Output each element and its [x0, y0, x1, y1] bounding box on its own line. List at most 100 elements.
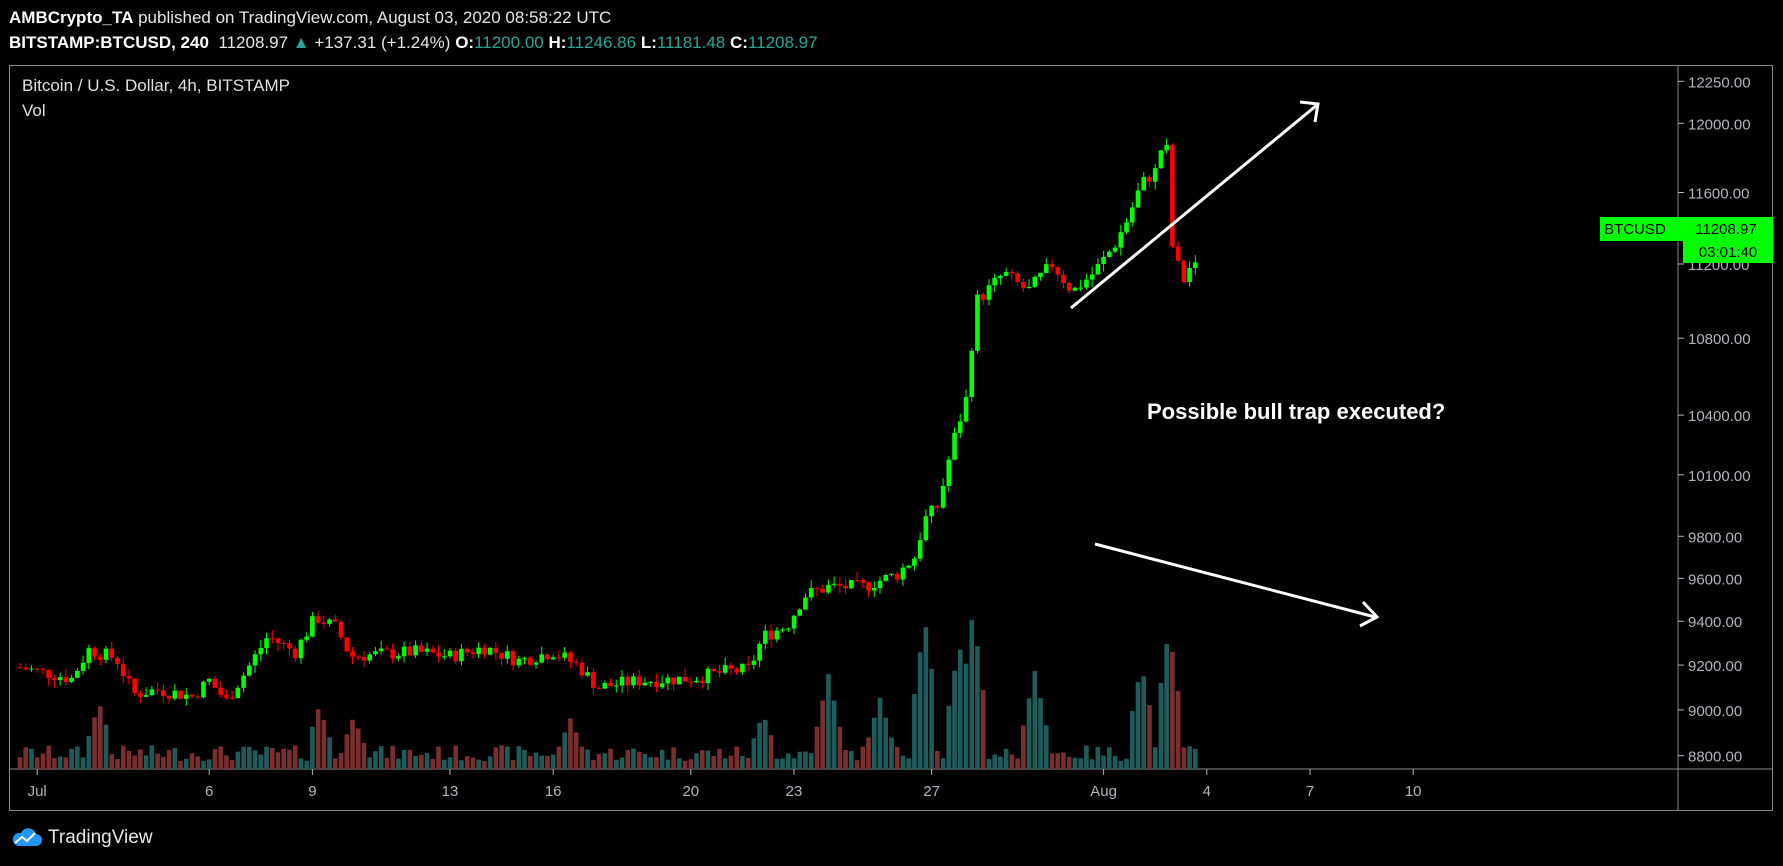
candle-body: [883, 574, 889, 581]
candle-body: [1124, 222, 1129, 233]
chart-area[interactable]: Bitcoin / U.S. Dollar, 4h, BITSTAMP Vol …: [9, 65, 1773, 811]
candle-body: [522, 657, 527, 659]
volume-bar: [315, 709, 321, 769]
candle-body: [688, 681, 694, 683]
candle-body: [189, 694, 195, 697]
volume-bar: [120, 745, 126, 769]
candle-body: [550, 657, 556, 660]
volume-bar: [1170, 651, 1175, 769]
last-price: 11208.97: [218, 33, 289, 52]
candle-body: [900, 567, 906, 580]
candle-body: [1158, 150, 1164, 169]
candle-body: [218, 687, 223, 695]
candle-body: [120, 664, 126, 676]
volume-bar: [252, 750, 258, 769]
volume-bar: [522, 749, 527, 769]
candle-body: [780, 629, 785, 631]
volume-bar: [476, 759, 481, 769]
volume-bar: [1089, 759, 1095, 769]
candle-body: [757, 643, 762, 661]
candle-body: [1101, 256, 1106, 265]
volume-bar: [745, 757, 751, 769]
volume-bar: [803, 751, 808, 769]
candle-body: [34, 668, 40, 670]
close-value: 11208.97: [747, 33, 818, 52]
candle-body: [499, 652, 504, 659]
candle-body: [682, 676, 688, 682]
candle-body: [1003, 271, 1009, 276]
candle-body: [327, 619, 332, 624]
volume-bar: [1187, 746, 1192, 769]
candle-body: [292, 648, 298, 659]
volume-bar: [80, 757, 86, 769]
volume-bar: [763, 719, 768, 769]
volume-bar: [946, 705, 952, 769]
volume-bar: [103, 724, 109, 769]
candle-body: [763, 630, 768, 644]
volume-bar: [275, 752, 281, 769]
volume-bar: [866, 737, 871, 769]
volume-bar: [166, 750, 172, 769]
candle-body: [952, 432, 957, 460]
volume-bar: [229, 760, 235, 769]
volume-bar: [682, 760, 688, 769]
volume-bar: [1193, 748, 1198, 769]
volume-bar: [1152, 747, 1158, 769]
candle-body: [206, 678, 212, 682]
candle-body: [671, 677, 676, 685]
volume-bar: [1066, 757, 1072, 769]
candle-body: [378, 648, 384, 652]
volume-bar: [734, 746, 739, 769]
candle-body: [866, 582, 871, 591]
volume-bar: [659, 749, 665, 769]
price-chart[interactable]: Bitcoin / U.S. Dollar, 4h, BITSTAMP Vol …: [9, 65, 1773, 811]
volume-bar: [401, 749, 407, 769]
volume-bar: [178, 760, 183, 769]
candle-body: [247, 665, 252, 676]
candle-body: [1095, 264, 1101, 275]
candle-body: [677, 676, 682, 685]
candle-body: [1032, 276, 1038, 287]
candle-body: [728, 665, 734, 669]
volume-bar: [1101, 755, 1106, 769]
candle-body: [665, 677, 671, 684]
volume-bar: [304, 760, 309, 769]
candle-body: [304, 636, 309, 640]
candle-body: [957, 421, 963, 433]
volume-bar: [493, 747, 499, 769]
publish-line: AMBCrypto_TA published on TradingView.co…: [9, 8, 611, 28]
volume-bars: [17, 619, 1198, 769]
y-tick-label: 12250.00: [1688, 74, 1751, 91]
volume-bar: [545, 755, 550, 769]
annotation-text: Possible bull trap executed?: [1147, 399, 1445, 424]
author-name[interactable]: AMBCrypto_TA: [9, 8, 134, 27]
candle-body: [310, 616, 315, 637]
volume-bar: [1009, 754, 1015, 769]
candle-body: [17, 667, 23, 669]
volume-bar: [287, 749, 292, 769]
candle-body: [1061, 274, 1066, 283]
candle-body: [843, 585, 848, 589]
candle-body: [992, 277, 997, 286]
volume-bar: [373, 751, 378, 769]
candle-body: [80, 662, 86, 671]
volume-bar: [1043, 725, 1049, 769]
candle-body: [476, 647, 481, 655]
x-tick-label: 9: [308, 783, 316, 800]
volume-bar: [906, 758, 911, 769]
volume-bar: [900, 755, 906, 769]
volume-bar: [975, 646, 980, 769]
candle-body: [849, 579, 854, 589]
candle-body: [602, 683, 608, 689]
volume-bar: [464, 756, 470, 769]
volume-bar: [281, 748, 287, 769]
trend-arrow-price: [1070, 103, 1318, 310]
y-tick-label: 9600.00: [1688, 571, 1742, 588]
volume-bar: [671, 747, 676, 769]
candle-body: [487, 647, 493, 655]
candle-body: [791, 615, 797, 629]
candle-body: [591, 672, 596, 689]
tradingview-logo[interactable]: TradingView: [10, 827, 153, 849]
volume-bar: [550, 754, 556, 769]
volume-bar: [1158, 683, 1164, 769]
